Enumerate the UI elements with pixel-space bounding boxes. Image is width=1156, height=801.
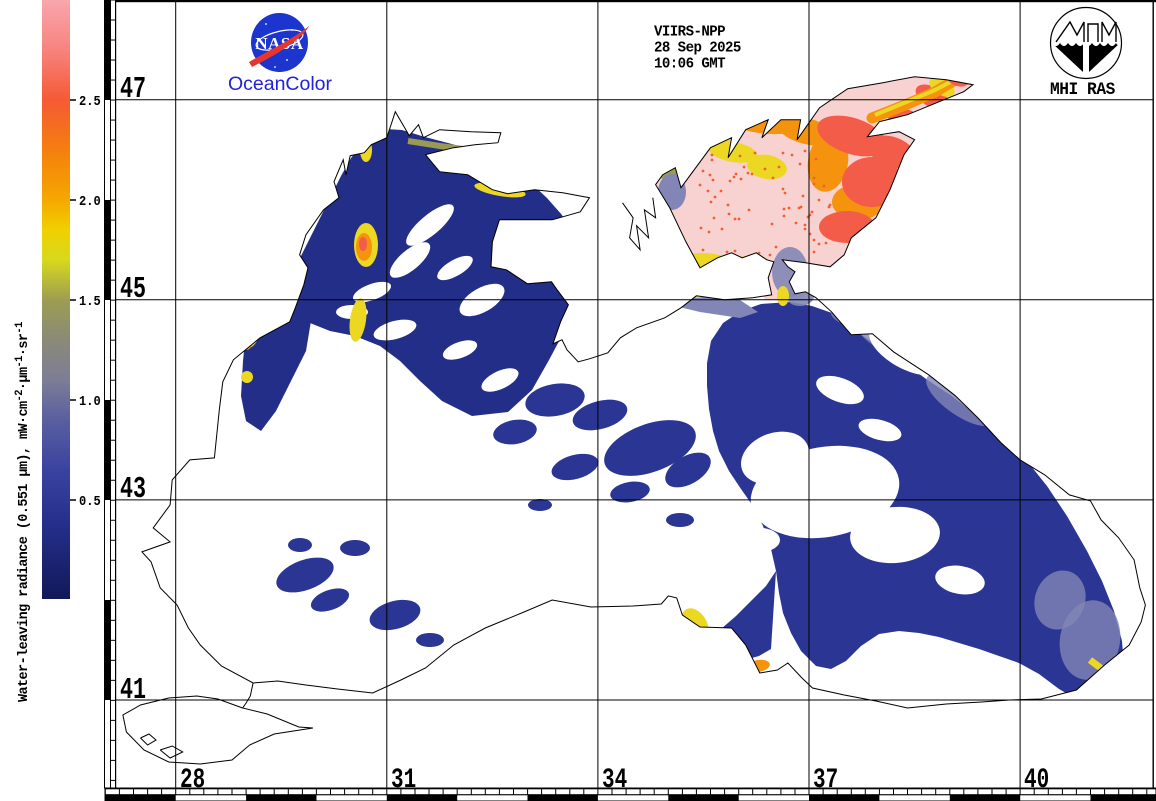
svg-text:MHI RAS: MHI RAS: [1050, 80, 1115, 100]
svg-text:31: 31: [391, 764, 416, 796]
svg-text:37: 37: [813, 764, 838, 796]
svg-text:41: 41: [120, 674, 146, 709]
svg-text:0.5: 0.5: [79, 493, 101, 509]
svg-text:2.5: 2.5: [79, 93, 101, 109]
svg-text:10:06 GMT: 10:06 GMT: [654, 56, 726, 72]
svg-text:Water-leaving radiance (0.551: Water-leaving radiance (0.551 µm), mW·cm…: [14, 322, 32, 702]
svg-text:34: 34: [602, 764, 627, 796]
svg-text:45: 45: [120, 273, 146, 308]
svg-text:28 Sep 2025: 28 Sep 2025: [654, 40, 741, 56]
svg-text:28: 28: [180, 764, 205, 796]
svg-text:1.0: 1.0: [79, 393, 101, 409]
svg-text:47: 47: [120, 73, 146, 108]
svg-text:1.5: 1.5: [79, 293, 101, 309]
svg-text:43: 43: [120, 473, 146, 508]
svg-text:40: 40: [1024, 764, 1049, 796]
svg-text:2.0: 2.0: [79, 193, 101, 209]
svg-text:OceanColor: OceanColor: [228, 73, 333, 95]
svg-text:VIIRS-NPP: VIIRS-NPP: [654, 24, 726, 40]
